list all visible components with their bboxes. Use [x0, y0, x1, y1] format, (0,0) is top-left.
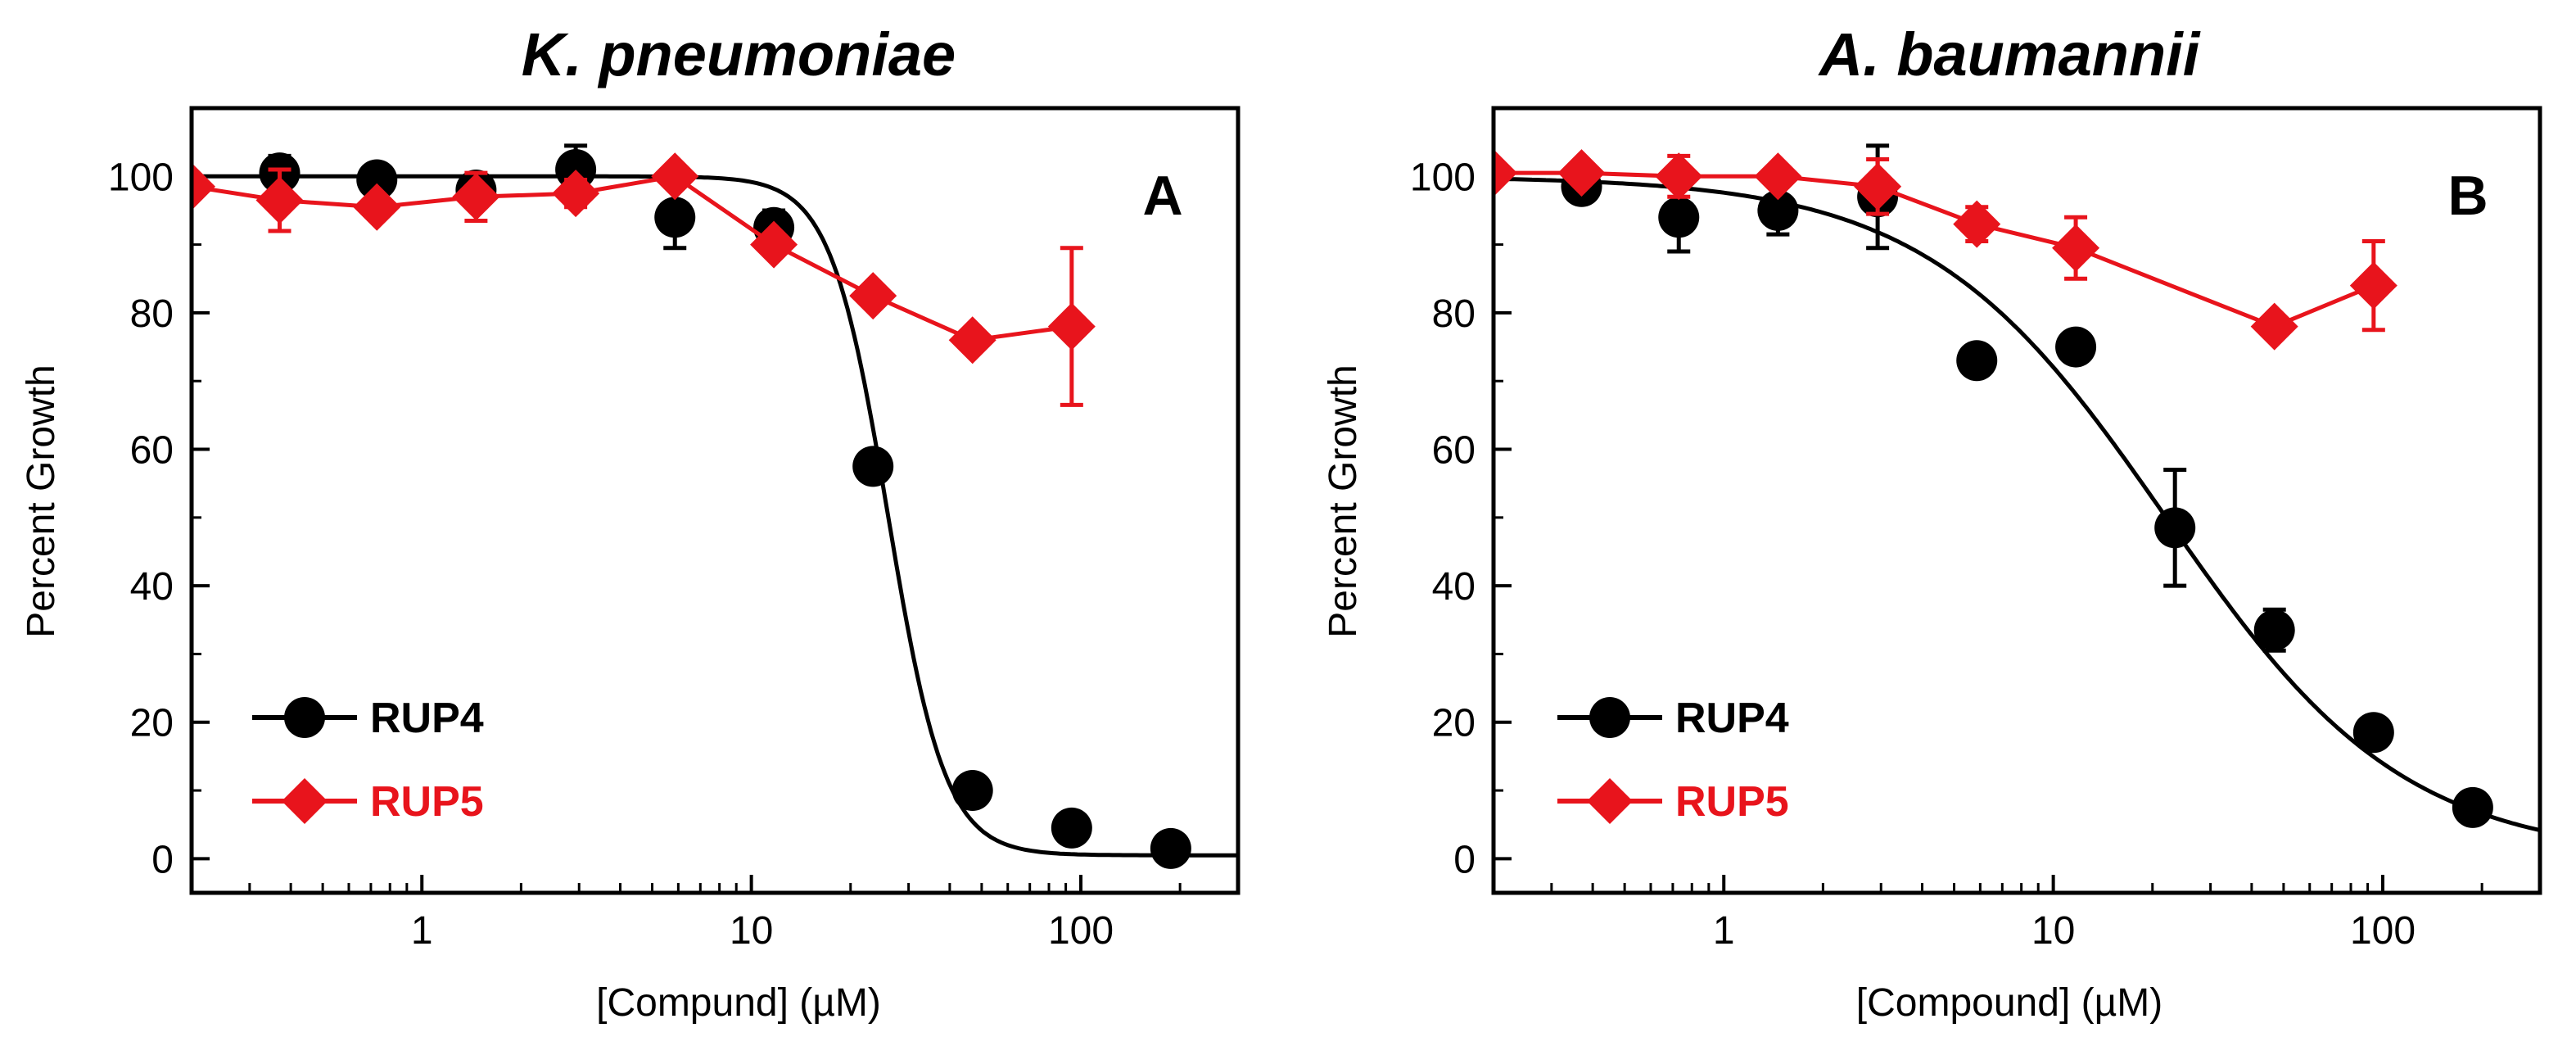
- legend-rup5-label: RUP5: [370, 778, 484, 826]
- series-rup5-line: [1494, 170, 2375, 329]
- legend-rup4-marker: [1589, 697, 1630, 738]
- series-rup5-point: [353, 183, 401, 231]
- y-tick-label: 80: [130, 292, 174, 336]
- series-rup4-point: [2055, 326, 2097, 368]
- y-tick-label: 20: [1432, 702, 1476, 745]
- x-tick-label: 10: [730, 909, 773, 953]
- x-tick-label: 1: [411, 909, 433, 953]
- series-rup4-point: [1956, 340, 1998, 382]
- x-tick-label: 100: [1048, 909, 1114, 953]
- legend-rup4-label: RUP4: [1675, 695, 1789, 742]
- plot-frame: [1491, 106, 2542, 895]
- panel-a-ylabel: Percent Growth: [20, 364, 63, 637]
- legend-rup5-marker: [1587, 778, 1633, 824]
- series-rup5-point: [948, 316, 997, 364]
- x-tick-label: 1: [1713, 909, 1735, 953]
- panel-a-xlabel: [Compund] (µM): [596, 981, 881, 1025]
- x-tick-label: 100: [2350, 909, 2416, 953]
- series-rup4-point: [2452, 786, 2493, 828]
- series-rup5-point: [2349, 261, 2397, 310]
- series-rup4-point: [2352, 712, 2394, 754]
- series-rup5-point: [1953, 200, 2001, 248]
- plot-area: [1494, 143, 2540, 833]
- series-rup4-point: [1150, 827, 1191, 869]
- series-rup5-point: [552, 170, 600, 218]
- panel-b-letter: B: [2447, 165, 2488, 227]
- series-rup5-point: [1754, 152, 1802, 201]
- panel-b-legend: RUP4 RUP5: [1557, 695, 1789, 826]
- series-rup5-point: [255, 176, 304, 224]
- series-rup5-point: [1494, 149, 1517, 197]
- panel-a-plot: 0 20 40 60 80 100 1 10 100: [108, 106, 1241, 953]
- y-tick-label: 60: [1432, 429, 1476, 473]
- y-tick-label: 100: [108, 156, 174, 199]
- panel-a: K. pneumoniae Percent Growth [Compund] (…: [20, 20, 1241, 1025]
- series-rup4-point: [1757, 189, 1799, 231]
- series-rup4-point: [1658, 197, 1700, 238]
- series-rup5-point: [1557, 149, 1606, 197]
- panel-a-title: K. pneumoniae: [522, 20, 956, 88]
- y-tick-label: 0: [151, 838, 174, 881]
- series-rup4-point: [2253, 609, 2295, 651]
- series-rup5-point: [192, 162, 215, 211]
- y-tick-label: 40: [1432, 565, 1476, 609]
- series-rup5-point: [750, 220, 798, 269]
- series-rup5-point: [2250, 302, 2298, 351]
- legend-rup5-marker: [282, 778, 328, 824]
- y-tick-label: 100: [1410, 156, 1476, 199]
- panel-b: A. baumannii Percent Growth [Compound] (…: [1322, 20, 2542, 1025]
- y-tick-label: 40: [130, 565, 174, 609]
- series-rup5-point: [1047, 302, 1096, 351]
- panel-a-legend: RUP4 RUP5: [252, 695, 484, 826]
- series-rup5-point: [452, 173, 500, 221]
- legend-rup5-label: RUP5: [1675, 778, 1789, 826]
- series-rup4-fit-curve: [192, 174, 1238, 858]
- series-rup5-point: [1854, 162, 1902, 211]
- series-rup4-point: [2154, 507, 2196, 549]
- series-rup5-line: [192, 174, 1073, 342]
- x-tick-label: 10: [2031, 909, 2075, 953]
- panel-b-title: A. baumannii: [1818, 20, 2201, 88]
- plot-frame: [189, 106, 1241, 895]
- plot-area: [192, 143, 1238, 869]
- series-rup4-point: [951, 770, 993, 812]
- series-rup5-point: [651, 152, 699, 201]
- panel-b-ylabel: Percent Growth: [1322, 364, 1365, 637]
- series-rup4-point: [1051, 807, 1092, 849]
- series-rup4-point: [654, 197, 696, 238]
- y-tick-label: 20: [130, 702, 174, 745]
- legend-rup4-label: RUP4: [370, 695, 484, 742]
- series-rup5-point: [2052, 224, 2100, 272]
- y-tick-label: 80: [1432, 292, 1476, 336]
- y-tick-label: 60: [130, 429, 174, 473]
- legend-rup4-marker: [284, 697, 325, 738]
- panel-a-letter: A: [1142, 165, 1182, 227]
- series-rup4-point: [852, 446, 894, 487]
- panel-b-plot: 0 20 40 60 80 100 1 10 100: [1410, 106, 2542, 953]
- y-tick-label: 0: [1453, 838, 1476, 881]
- series-rup4-point: [356, 159, 398, 201]
- series-rup5-point: [849, 272, 897, 320]
- series-rup5-point: [1655, 152, 1703, 201]
- panel-b-xlabel: [Compound] (µM): [1856, 981, 2162, 1025]
